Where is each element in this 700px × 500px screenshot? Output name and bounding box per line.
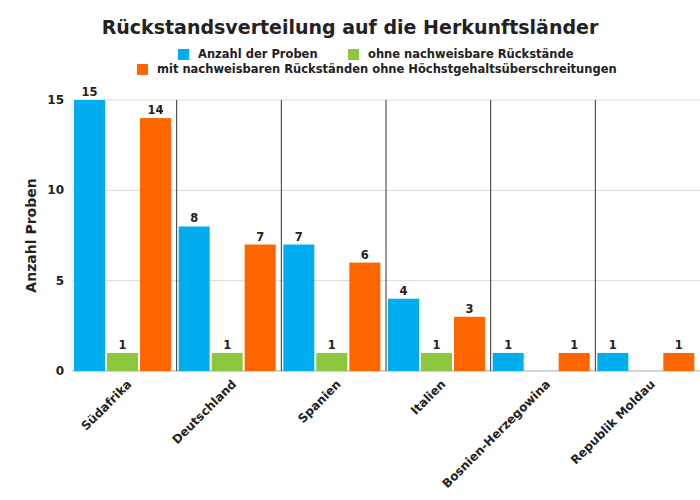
x-tick-label: Südafrika [78,377,134,433]
data-label: 7 [295,230,303,244]
category-separator [281,100,282,371]
data-label: 15 [81,85,97,99]
data-label: 8 [190,211,198,225]
y-tick-label: 5 [56,274,64,288]
x-tick-label: Deutschland [169,377,239,447]
data-label: 1 [675,338,683,352]
y-tick-label: 15 [47,93,64,107]
bar [74,100,105,371]
data-label: 3 [465,302,473,316]
legend-label: Anzahl der Proben [198,47,318,61]
legend-label: ohne nachweisbare Rückstände [368,47,574,61]
bar [559,353,590,371]
bar [316,353,347,371]
data-label: 1 [223,338,231,352]
data-label: 7 [256,230,264,244]
y-tick-label: 0 [56,364,64,378]
data-label: 1 [609,338,617,352]
bar [283,245,314,371]
bar [107,353,138,371]
data-label: 4 [399,284,407,298]
bar [663,353,694,371]
legend-swatch [178,49,189,60]
bar [493,353,524,371]
bar [179,226,210,371]
legend-entry: Anzahl der Proben [178,47,318,61]
legend-label: mit nachweisbaren Rückständen ohne Höchs… [157,62,617,76]
bar [454,317,485,371]
y-axis-label: Anzahl Proben [23,178,39,292]
data-label: 1 [328,338,336,352]
bar [597,353,628,371]
bar [388,299,419,371]
bar [421,353,452,371]
title: Rückstandsverteilung auf die Herkunftslä… [102,16,599,38]
legend-swatch [348,49,359,60]
legend-entry: mit nachweisbaren Rückständen ohne Höchs… [137,62,617,76]
y-tick-label: 10 [47,183,64,197]
legend-entry: ohne nachweisbare Rückstände [348,47,574,61]
bar [349,263,380,371]
bars [74,100,694,371]
bar [140,118,171,371]
bar [245,245,276,371]
bar [212,353,243,371]
data-label: 1 [118,338,126,352]
data-labels: 15 1 14 8 1 7 7 1 6 4 1 3 1 1 1 1 [81,85,682,352]
x-tick-label: Spanien [295,377,344,426]
x-tick-label: Republik Moldau [568,377,658,467]
data-label: 1 [432,338,440,352]
category-separator [176,100,177,371]
data-label: 1 [570,338,578,352]
y-axis-line [72,100,73,371]
chart: Rückstandsverteilung auf die Herkunftslä… [0,0,700,500]
category-separator [386,100,387,371]
x-tick-label: Italien [408,377,448,417]
x-tick-label: Bosnien-Herzegowina [439,377,553,491]
category-separator [595,100,596,371]
data-label: 6 [361,248,369,262]
data-label: 1 [504,338,512,352]
data-label: 14 [147,103,163,117]
legend-swatch [137,64,148,75]
category-separator [490,100,491,371]
